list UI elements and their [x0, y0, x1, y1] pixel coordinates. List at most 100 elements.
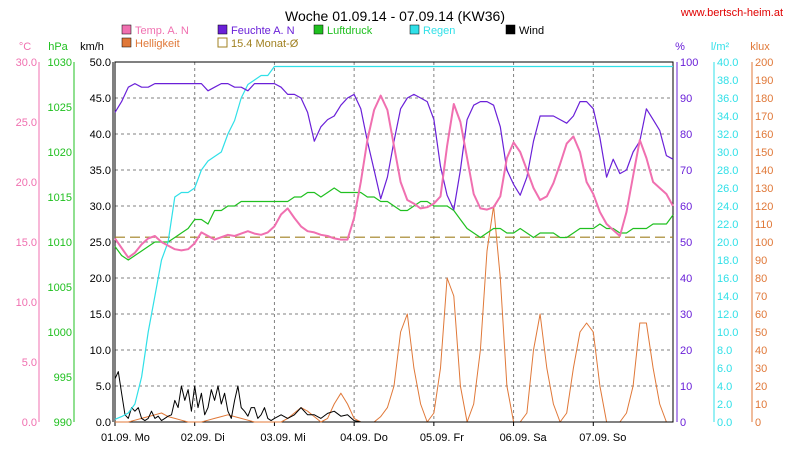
legend-swatch-regen — [409, 24, 420, 35]
helligkeit-tick-label: 40 — [755, 345, 767, 357]
regen-tick-label: 8.0 — [717, 345, 732, 357]
wind-tick-label: 10.0 — [90, 345, 111, 357]
axes: 0.05.010.015.020.025.030.099099510001005… — [16, 57, 774, 429]
regen-tick-label: 16.0 — [717, 273, 738, 285]
wind-tick-label: 30.0 — [90, 201, 111, 213]
wind-tick-label: 0.0 — [96, 417, 111, 429]
regen-tick-label: 24.0 — [717, 201, 738, 213]
temp-tick-label: 15.0 — [16, 237, 37, 249]
wind-tick-label: 20.0 — [90, 273, 111, 285]
luftdruck-unit-label: hPa — [48, 41, 68, 53]
wind-tick-label: 15.0 — [90, 309, 111, 321]
regen-tick-label: 28.0 — [717, 165, 738, 177]
helligkeit-tick-label: 0 — [755, 417, 761, 429]
feuchte-tick-label: 20 — [680, 345, 692, 357]
helligkeit-tick-label: 10 — [755, 399, 767, 411]
feuchte-tick-label: 100 — [680, 57, 698, 69]
regen-unit-label: l/m² — [711, 41, 730, 53]
helligkeit-tick-label: 80 — [755, 273, 767, 285]
helligkeit-tick-label: 20 — [755, 381, 767, 393]
legend-label-feuchte: Feuchte A. N — [231, 25, 295, 37]
x-tick-label: 06.09. Sa — [500, 432, 548, 444]
luftdruck-tick-label: 1030 — [48, 57, 72, 69]
wind-tick-label: 40.0 — [90, 129, 111, 141]
legend-label-helligkeit: Helligkeit — [135, 38, 180, 50]
regen-tick-label: 18.0 — [717, 255, 738, 267]
regen-tick-label: 30.0 — [717, 147, 738, 159]
feuchte-unit-label: % — [675, 41, 685, 53]
regen-tick-label: 34.0 — [717, 111, 738, 123]
luftdruck-tick-label: 1000 — [48, 327, 72, 339]
luftdruck-tick-label: 1025 — [48, 102, 72, 114]
helligkeit-tick-label: 120 — [755, 201, 773, 213]
temp-tick-label: 10.0 — [16, 297, 37, 309]
helligkeit-tick-label: 160 — [755, 129, 773, 141]
helligkeit-tick-label: 110 — [755, 219, 773, 231]
axis-units: °C hPa km/h% l/m² klux — [19, 41, 770, 53]
luftdruck-tick-label: 1010 — [48, 237, 72, 249]
x-tick-label: 07.09. So — [579, 432, 626, 444]
regen-tick-label: 10.0 — [717, 327, 738, 339]
temp-tick-label: 0.0 — [22, 417, 37, 429]
regen-tick-label: 14.0 — [717, 291, 738, 303]
helligkeit-tick-label: 200 — [755, 57, 773, 69]
temp-tick-label: 25.0 — [16, 117, 37, 129]
series-line-helligkeit — [115, 205, 673, 423]
chart-title: Woche 01.09.14 - 07.09.14 (KW36) — [285, 8, 505, 24]
wind-tick-label: 35.0 — [90, 165, 111, 177]
temp-tick-label: 5.0 — [22, 357, 37, 369]
wind-tick-label: 45.0 — [90, 93, 111, 105]
feuchte-tick-label: 30 — [680, 309, 692, 321]
x-tick-label: 02.09. Di — [181, 432, 225, 444]
regen-tick-label: 26.0 — [717, 183, 738, 195]
legend-swatch-temp — [121, 24, 132, 35]
helligkeit-tick-label: 50 — [755, 327, 767, 339]
feuchte-tick-label: 70 — [680, 165, 692, 177]
helligkeit-tick-label: 100 — [755, 237, 773, 249]
legend-label-regen: Regen — [423, 25, 455, 37]
helligkeit-tick-label: 180 — [755, 93, 773, 105]
legend-label-temp: Temp. A. N — [135, 25, 189, 37]
wind-tick-label: 25.0 — [90, 237, 111, 249]
regen-tick-label: 40.0 — [717, 57, 738, 69]
temp-tick-label: 20.0 — [16, 177, 37, 189]
feuchte-tick-label: 80 — [680, 129, 692, 141]
helligkeit-tick-label: 140 — [755, 165, 773, 177]
wind-unit-label: km/h — [80, 41, 104, 53]
helligkeit-tick-label: 130 — [755, 183, 773, 195]
temp-tick-label: 30.0 — [16, 57, 37, 69]
x-tick-label: 03.09. Mi — [260, 432, 305, 444]
grid — [115, 62, 673, 422]
temp-unit-label: °C — [19, 41, 31, 53]
wind-tick-label: 50.0 — [90, 57, 111, 69]
legend-label-wind: Wind — [519, 25, 544, 37]
legend-swatch-monat_avg — [217, 37, 228, 48]
legend-swatch-feuchte — [217, 24, 228, 35]
legend-label-monat_avg: 15.4 Monat-Ø — [231, 38, 299, 50]
x-tick-label: 05.09. Fr — [420, 432, 464, 444]
legend-swatch-luftdruck — [313, 24, 324, 35]
legend: Temp. A. N Feuchte A. N Luftdruck Regen Wind… — [121, 24, 544, 50]
helligkeit-tick-label: 70 — [755, 291, 767, 303]
regen-tick-label: 38.0 — [717, 75, 738, 87]
regen-tick-label: 32.0 — [717, 129, 738, 141]
feuchte-tick-label: 90 — [680, 93, 692, 105]
luftdruck-tick-label: 1020 — [48, 147, 72, 159]
regen-tick-label: 4.0 — [717, 381, 732, 393]
legend-label-luftdruck: Luftdruck — [327, 25, 373, 37]
regen-tick-label: 12.0 — [717, 309, 738, 321]
x-tick-label: 01.09. Mo — [101, 432, 150, 444]
helligkeit-tick-label: 90 — [755, 255, 767, 267]
helligkeit-tick-label: 190 — [755, 75, 773, 87]
series-line-wind — [114, 371, 673, 423]
luftdruck-tick-label: 1015 — [48, 192, 72, 204]
regen-tick-label: 20.0 — [717, 237, 738, 249]
feuchte-tick-label: 0 — [680, 417, 686, 429]
legend-swatch-helligkeit — [121, 37, 132, 48]
legend-swatch-wind — [505, 24, 516, 35]
website-link[interactable]: www.bertsch-heim.at — [680, 7, 783, 19]
helligkeit-tick-label: 60 — [755, 309, 767, 321]
regen-tick-label: 6.0 — [717, 363, 732, 375]
luftdruck-tick-label: 990 — [54, 417, 72, 429]
